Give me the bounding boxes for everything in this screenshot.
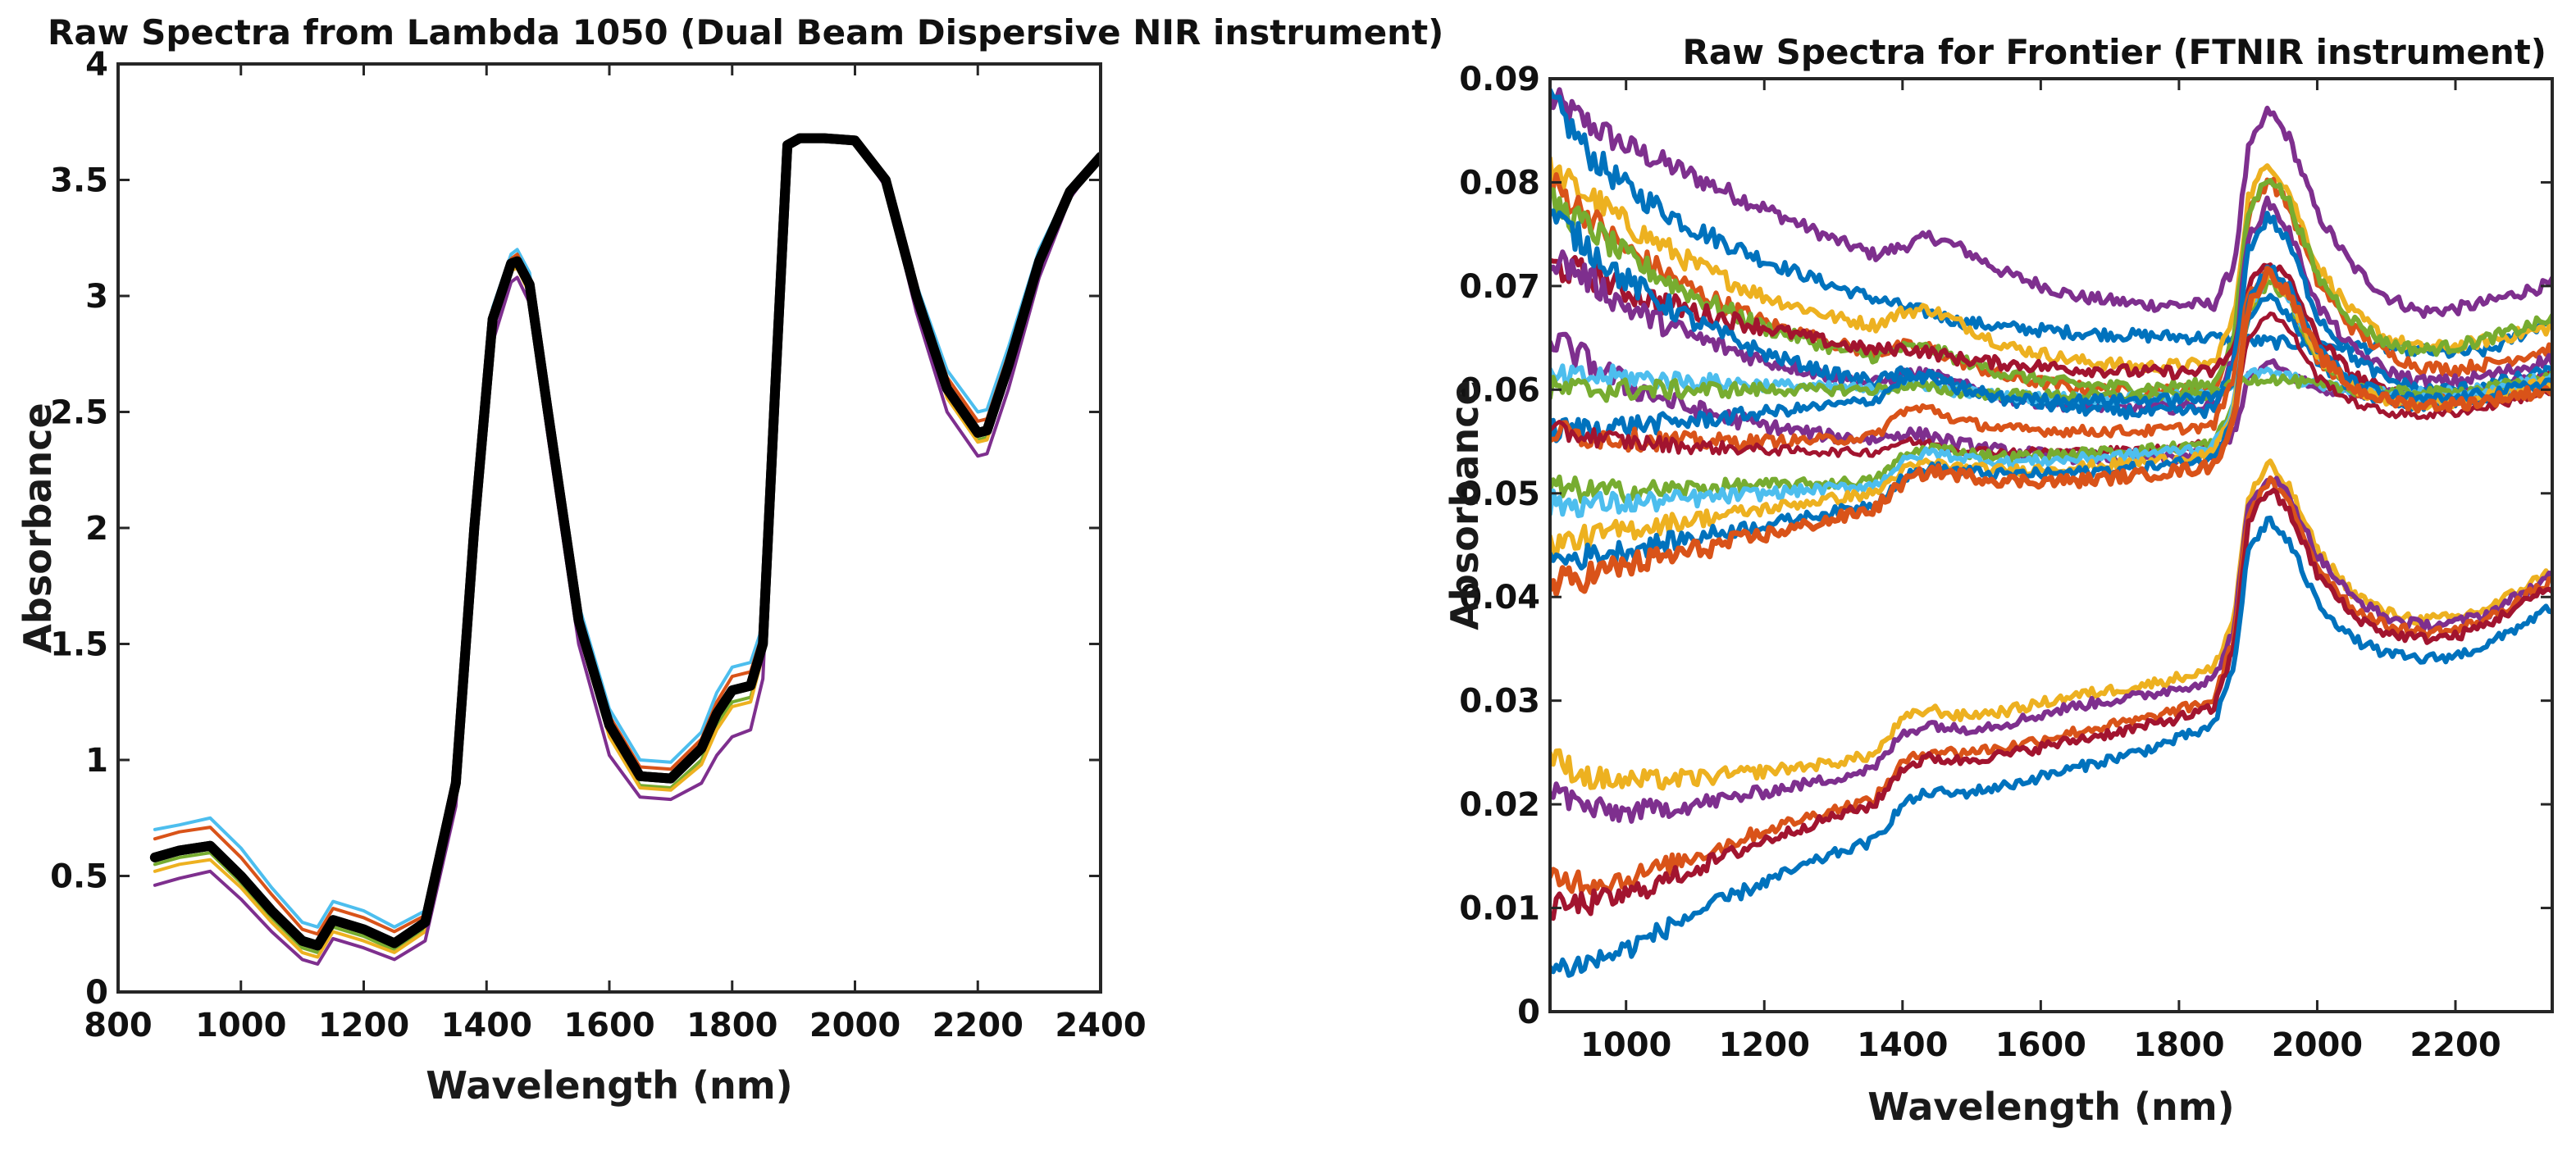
x-tick-label: 2000 — [2272, 1026, 2363, 1064]
series-line-19 — [1550, 266, 2552, 597]
x-tick-label: 1400 — [1857, 1026, 1948, 1064]
series-line-17 — [1550, 268, 2552, 560]
chart-frontier-ftnir: Raw Spectra for Frontier (FTNIR instrume… — [1443, 32, 2554, 1129]
x-tick-label: 1800 — [686, 1007, 777, 1044]
series-line-5 — [1550, 178, 2552, 396]
y-tick-label: 0.5 — [50, 858, 108, 896]
series-line-2 — [1550, 87, 2552, 359]
series-line-7 — [149, 133, 1101, 951]
x-tick-label: 1600 — [1995, 1026, 2086, 1064]
plot-area-frame — [1548, 77, 2554, 1013]
x-axis-label: Wavelength (nm) — [1867, 1085, 2234, 1129]
y-tick-label: 0.05 — [1459, 475, 1540, 513]
x-tick-label: 1000 — [1580, 1026, 1671, 1064]
y-tick-label: 2 — [85, 510, 108, 548]
y-tick-label: 0.03 — [1459, 683, 1540, 721]
y-tick-label: 0.01 — [1459, 890, 1540, 928]
y-tick-label: 0 — [1517, 994, 1540, 1031]
axis-ticks: 1000 1200 1400 1600 1800 2000 2200 0 0.01 0.02 0.0… — [1459, 61, 2552, 1064]
axis-ticks: 800 1000 1200 1400 1600 1800 2000 2200 2400 0 0.5 1… — [50, 46, 1147, 1044]
x-tick-label: 1600 — [563, 1007, 654, 1044]
y-axis-label: Absorbance — [1443, 380, 1487, 630]
plot-area-frame — [116, 62, 1102, 994]
chart-lambda-1050: Raw Spectra from Lambda 1050 (Dual Beam … — [16, 12, 1443, 1108]
y-axis-label: Absorbance — [16, 403, 60, 653]
x-tick-label: 2200 — [932, 1007, 1024, 1044]
y-tick-label: 2.5 — [50, 394, 108, 432]
y-tick-label: 1.5 — [50, 626, 108, 664]
x-tick-label: 1800 — [2133, 1026, 2224, 1064]
series-line-8 — [1550, 208, 2552, 421]
y-tick-label: 0.08 — [1459, 164, 1540, 202]
x-tick-label: 2000 — [809, 1007, 900, 1044]
y-tick-label: 3.5 — [50, 162, 108, 200]
y-tick-label: 0.07 — [1459, 268, 1540, 306]
series-line-1 — [1550, 87, 2552, 319]
x-axis-label: Wavelength (nm) — [426, 1063, 792, 1108]
series-line-21 — [1550, 475, 2552, 824]
y-tick-label: 3 — [85, 278, 108, 316]
series-line-2 — [153, 136, 1101, 929]
x-tick-label: 1200 — [318, 1007, 409, 1044]
x-tick-label: 800 — [84, 1007, 153, 1044]
x-tick-label: 1200 — [1719, 1026, 1810, 1064]
series-line-6 — [153, 136, 1101, 966]
series-line-3 — [153, 136, 1101, 936]
y-tick-label: 0.02 — [1459, 786, 1540, 824]
series-line-22 — [1550, 475, 2552, 895]
series-line-24 — [1550, 515, 2552, 978]
series-group — [149, 133, 1101, 966]
series-line-23 — [1550, 487, 2552, 921]
chart-title: Raw Spectra for Frontier (FTNIR instrume… — [1683, 32, 2546, 72]
x-tick-label: 2200 — [2410, 1026, 2501, 1064]
y-tick-label: 0.04 — [1459, 579, 1540, 616]
y-tick-label: 0.06 — [1459, 371, 1540, 409]
x-tick-label: 1400 — [441, 1007, 532, 1044]
series-group — [1550, 87, 2552, 978]
x-tick-label: 1000 — [195, 1007, 286, 1044]
series-line-5 — [153, 136, 1101, 959]
y-tick-label: 0.09 — [1459, 61, 1540, 98]
y-tick-label: 1 — [85, 742, 108, 780]
series-line-1 — [149, 133, 1101, 951]
y-tick-label: 0 — [85, 974, 108, 1012]
y-tick-label: 4 — [85, 46, 108, 84]
chart-title: Raw Spectra from Lambda 1050 (Dual Beam … — [48, 12, 1443, 52]
series-line-4 — [153, 136, 1101, 954]
x-tick-label: 2400 — [1055, 1007, 1146, 1044]
